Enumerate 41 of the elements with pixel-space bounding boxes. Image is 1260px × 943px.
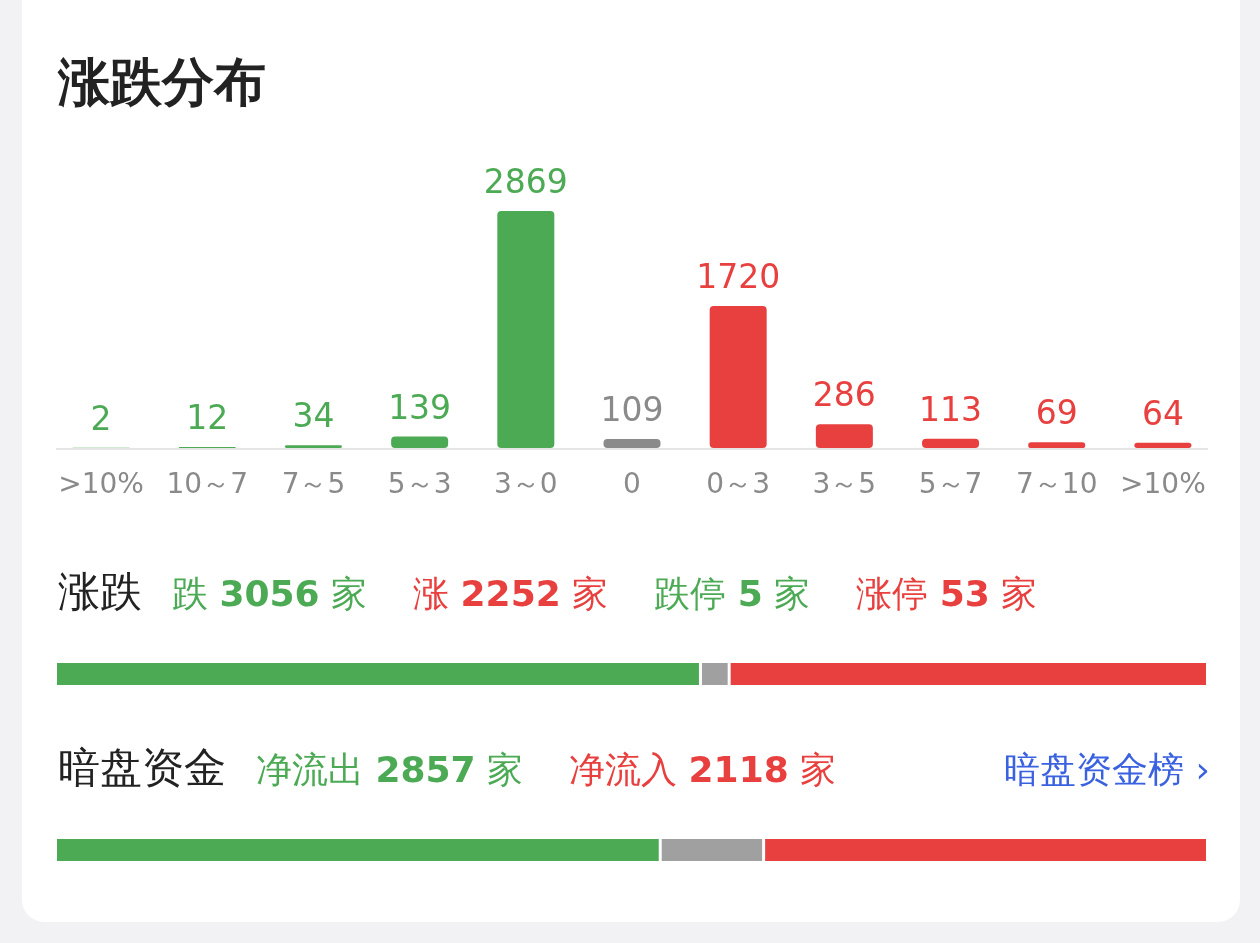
text: 涨 2252 家 bbox=[413, 573, 609, 614]
data-label: 109 bbox=[600, 390, 664, 429]
bar bbox=[709, 305, 767, 448]
text: 跌 3056 家 bbox=[172, 573, 368, 614]
data-label: 2869 bbox=[483, 162, 568, 201]
chart-title: 涨跌分布 bbox=[57, 52, 266, 112]
x-tick-label: 7～10 bbox=[1016, 467, 1098, 500]
text: 净流出 2857 家 bbox=[256, 749, 524, 790]
data-label: 64 bbox=[1141, 393, 1184, 433]
bar bbox=[391, 436, 449, 448]
x-tick-label: 5～7 bbox=[918, 467, 983, 500]
chart-title: 涨跌 bbox=[58, 567, 142, 616]
data-label: 1720 bbox=[696, 256, 781, 296]
text: 涨停 53 家 bbox=[856, 573, 1038, 614]
text: 跌停 5 家 bbox=[654, 573, 811, 614]
x-tick-label: 0 bbox=[623, 467, 641, 500]
data-label: 2 bbox=[90, 398, 112, 438]
bar bbox=[603, 439, 661, 448]
x-tick-label: >10% bbox=[1120, 467, 1206, 500]
data-label: 139 bbox=[388, 387, 452, 427]
x-tick-label: 10～7 bbox=[166, 467, 248, 500]
x-tick-label: 7～5 bbox=[281, 467, 346, 500]
bar bbox=[1028, 442, 1086, 448]
bar bbox=[922, 438, 980, 448]
bar bbox=[815, 424, 873, 448]
x-tick-label: 3～0 bbox=[494, 467, 558, 500]
chart-title: 暗盘资金 bbox=[58, 743, 226, 792]
data-label: 113 bbox=[919, 389, 983, 429]
x-tick-label: >10% bbox=[58, 467, 144, 500]
data-label: 12 bbox=[186, 398, 229, 438]
x-tick-label: 0～3 bbox=[706, 467, 770, 500]
x-tick-label: 3～5 bbox=[812, 467, 877, 500]
data-label: 286 bbox=[812, 375, 876, 415]
text: 净流入 2118 家 bbox=[569, 749, 837, 790]
chart-subtitle: 暗盘资金榜 › bbox=[1004, 749, 1210, 790]
bar bbox=[497, 211, 555, 448]
x-tick-label: 5～3 bbox=[387, 467, 452, 500]
data-label: 34 bbox=[292, 396, 335, 436]
data-label: 69 bbox=[1035, 393, 1078, 433]
bar bbox=[284, 445, 342, 448]
bar bbox=[1134, 442, 1192, 448]
